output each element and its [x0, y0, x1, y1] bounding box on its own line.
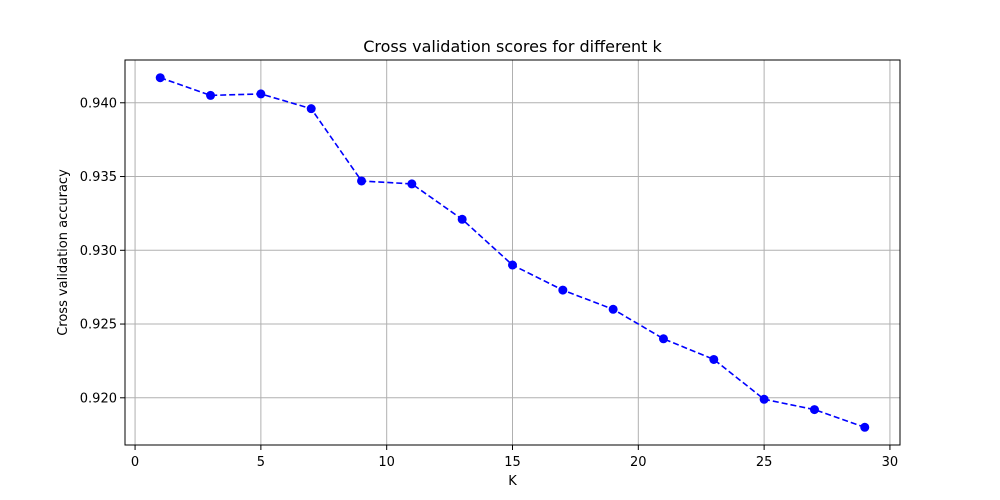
x-tick-label: 15: [504, 455, 521, 470]
grid: [125, 60, 900, 445]
data-point: [558, 285, 568, 295]
data-point: [306, 104, 316, 114]
y-tick-label: 0.940: [80, 96, 117, 111]
x-tick-label: 20: [630, 455, 647, 470]
x-axis-label: K: [508, 474, 517, 489]
data-point: [357, 176, 367, 186]
data-point: [608, 304, 618, 314]
data-point: [407, 179, 417, 189]
x-tick-label: 10: [378, 455, 395, 470]
series-layer: [155, 73, 870, 432]
data-point: [508, 260, 517, 270]
x-tick-label: 0: [131, 455, 139, 470]
data-point: [206, 90, 216, 100]
data-point: [256, 89, 266, 99]
data-point: [809, 405, 819, 415]
data-point: [860, 422, 870, 432]
y-tick-label: 0.925: [80, 318, 117, 333]
x-tick-label: 30: [882, 455, 899, 470]
y-axis-ticks: 0.920 0.925 0.930 0.935 0.940: [80, 96, 125, 406]
chart-title: Cross validation scores for different k: [363, 37, 662, 56]
x-axis-ticks: 0 5 10 15 20 25 30: [131, 445, 898, 470]
data-point: [658, 334, 668, 344]
x-tick-label: 5: [257, 455, 265, 470]
data-point: [759, 394, 769, 404]
y-tick-label: 0.920: [80, 391, 117, 406]
data-point: [457, 214, 467, 224]
x-tick-label: 25: [756, 455, 773, 470]
y-tick-label: 0.930: [80, 244, 117, 259]
y-tick-label: 0.935: [80, 170, 117, 185]
y-axis-label: Cross validation accuracy: [56, 169, 71, 336]
data-point: [709, 354, 719, 364]
data-point: [155, 73, 165, 83]
